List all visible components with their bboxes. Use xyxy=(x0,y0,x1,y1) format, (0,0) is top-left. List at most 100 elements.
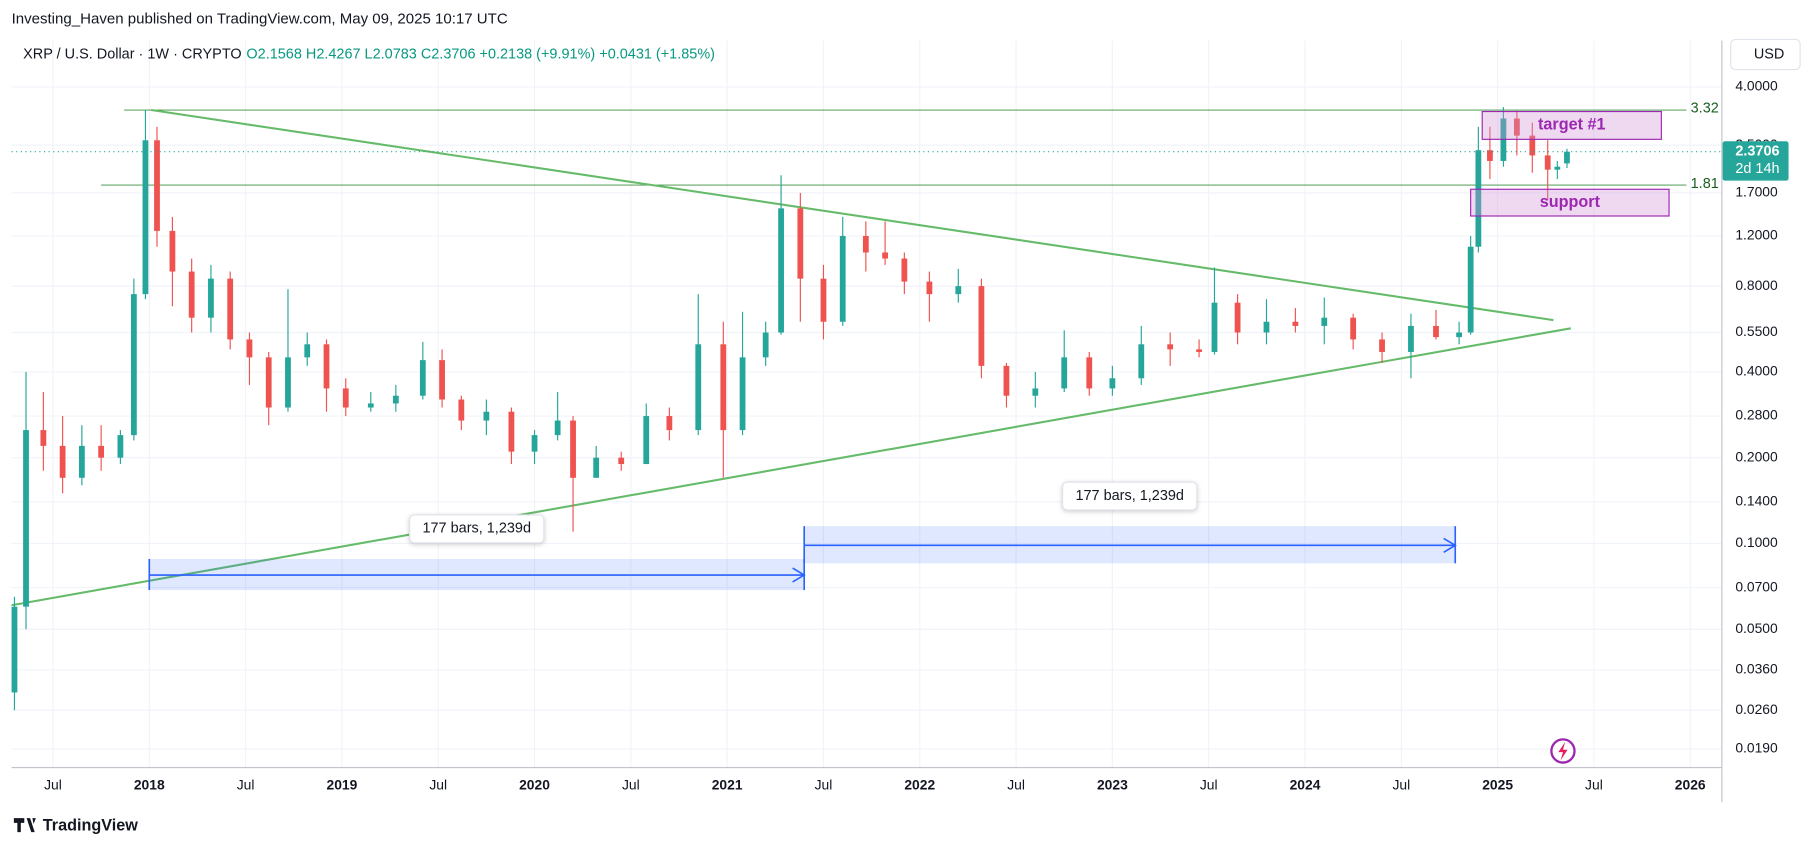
candle-body xyxy=(882,252,888,259)
candle-body xyxy=(23,430,29,607)
candle-body xyxy=(955,286,962,295)
x-tick-label: Jul xyxy=(622,776,640,792)
x-tick-label: Jul xyxy=(1585,776,1603,792)
y-tick-label: 0.0260 xyxy=(1735,701,1778,717)
arrow-head xyxy=(792,567,806,583)
candle-body xyxy=(188,271,195,318)
y-tick-label: 0.1000 xyxy=(1735,534,1778,550)
currency: USD xyxy=(1754,46,1785,62)
candle-body xyxy=(265,357,272,408)
candle-body xyxy=(1467,246,1474,333)
candle-body xyxy=(643,416,650,465)
candle-body xyxy=(1211,302,1218,352)
chart-title: XRP / U.S. Dollar · 1W · CRYPTO xyxy=(23,46,241,62)
lightning-icon xyxy=(1550,738,1576,764)
y-tick-label: 0.0360 xyxy=(1735,661,1778,677)
candle-body xyxy=(1564,151,1570,164)
candle-body xyxy=(419,360,426,396)
footer: TradingView xyxy=(43,817,138,835)
candle-body xyxy=(820,278,827,322)
candle-body xyxy=(1487,150,1493,161)
candle-body xyxy=(593,457,600,478)
currency-box[interactable] xyxy=(1730,38,1801,71)
candle-body xyxy=(862,235,869,253)
x-tick-label: 2019 xyxy=(326,776,357,792)
x-axis-line xyxy=(11,767,1722,769)
trendline xyxy=(11,327,1572,607)
candle-body xyxy=(154,140,160,231)
x-tick-label: Jul xyxy=(1392,776,1410,792)
y-tick-label: 0.2800 xyxy=(1735,407,1778,423)
candle-body xyxy=(246,339,253,358)
candle-body xyxy=(618,457,625,465)
candle-body xyxy=(1292,321,1299,326)
candle-body xyxy=(1263,321,1270,333)
x-tick-label: 2023 xyxy=(1097,776,1128,792)
candle-body xyxy=(208,278,214,318)
x-tick-label: Jul xyxy=(1200,776,1218,792)
candle-body xyxy=(797,208,804,279)
candle-body xyxy=(1554,166,1561,170)
candle-body xyxy=(1086,357,1093,389)
candle-body xyxy=(1138,344,1145,379)
candle-body xyxy=(1196,349,1202,352)
candle-body xyxy=(483,411,490,421)
candle-body xyxy=(570,420,576,478)
zone xyxy=(1481,110,1662,140)
candle-body xyxy=(1529,135,1536,156)
y-tick-label: 0.8000 xyxy=(1735,277,1778,293)
candle-body xyxy=(1061,357,1068,389)
candle-body xyxy=(762,332,769,358)
range-label: 177 bars, 1,239d xyxy=(1075,488,1184,504)
candle-body xyxy=(367,403,374,408)
x-tick-label: 2020 xyxy=(519,776,550,792)
last-price-label: 2.3706 xyxy=(1735,144,1779,160)
candle-body xyxy=(901,258,908,282)
y-tick-label: 4.0000 xyxy=(1735,78,1778,94)
x-tick-label: Jul xyxy=(429,776,447,792)
candle-body xyxy=(1456,332,1462,338)
candle-body xyxy=(285,357,291,408)
candle-body xyxy=(666,416,673,431)
x-tick-label: Jul xyxy=(237,776,255,792)
y-tick-label: 0.2000 xyxy=(1735,448,1778,464)
footer-logo xyxy=(13,818,36,833)
candle-body xyxy=(1167,344,1174,350)
candle-body xyxy=(1350,317,1357,340)
candle-body xyxy=(1032,388,1039,396)
level-label: 1.81 xyxy=(1691,176,1719,192)
candle-body xyxy=(323,344,330,389)
candle-body xyxy=(11,606,18,693)
x-tick-label: Jul xyxy=(1007,776,1025,792)
candle-body xyxy=(40,430,47,446)
x-tick-label: 2026 xyxy=(1675,776,1706,792)
candle-body xyxy=(1513,118,1520,136)
candle-body xyxy=(1234,302,1241,333)
trendline xyxy=(151,108,1554,322)
ohlc-legend: O2.1568 H2.4267 L2.0783 C2.3706 +0.2138 … xyxy=(246,46,715,62)
x-tick-label: Jul xyxy=(44,776,62,792)
range-label-box xyxy=(1062,481,1198,511)
candle-body xyxy=(720,344,727,431)
last-price-tag xyxy=(1722,141,1789,181)
y-tick-label: 0.1400 xyxy=(1735,492,1778,508)
y-tick-label: 0.0500 xyxy=(1735,620,1778,636)
zone xyxy=(1470,188,1670,217)
candle-body xyxy=(1475,150,1482,247)
x-tick-label: 2022 xyxy=(904,776,935,792)
candle-body xyxy=(304,344,311,358)
y-tick-label: 0.5500 xyxy=(1735,323,1778,339)
candle-body xyxy=(78,445,85,478)
candle-body xyxy=(1109,378,1116,389)
x-tick-label: 2021 xyxy=(712,776,743,792)
candle-body xyxy=(169,230,176,272)
candle-body xyxy=(531,435,538,452)
y-tick-label: 1.7000 xyxy=(1735,184,1778,200)
y-axis-line xyxy=(1721,40,1723,802)
candle-body xyxy=(342,388,349,408)
level-label: 3.32 xyxy=(1691,101,1719,117)
candle-body xyxy=(695,344,702,431)
candle-body xyxy=(778,208,784,333)
